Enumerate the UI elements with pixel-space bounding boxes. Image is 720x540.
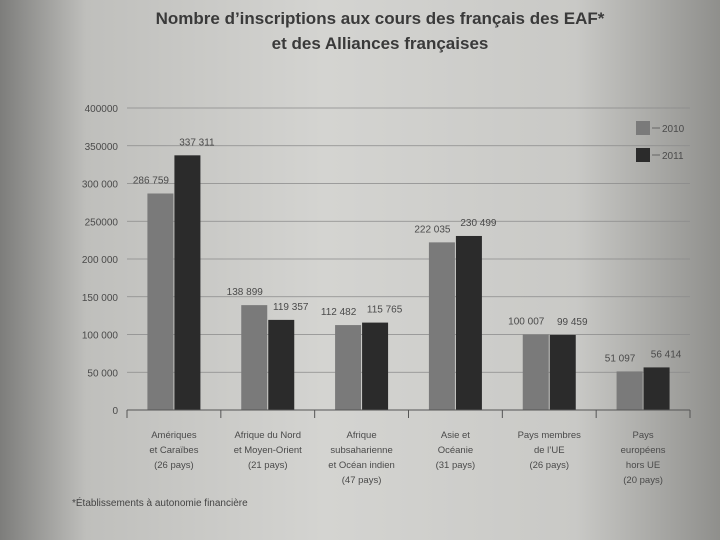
bar-2011-3	[362, 322, 389, 410]
legend: 2010 2011	[636, 121, 685, 162]
y-tick-label: 300 000	[82, 180, 119, 191]
chart-title-line-2: et des Alliances françaises	[271, 34, 489, 53]
data-labels: 286 759 138 899 112 482 222 035 100 007 51 09…	[133, 137, 682, 364]
x-category-label: Afrique du Nord et Moyen-Orient (21 pays)	[234, 430, 302, 471]
bar-2010-4	[428, 242, 455, 410]
y-tick-label: 350000	[85, 142, 119, 153]
y-tick-label: 50 000	[87, 368, 118, 379]
data-label-2010: 222 035	[414, 224, 451, 235]
legend-swatch-2010	[636, 121, 650, 135]
footnote: *Établissements à autonomie financière	[72, 498, 248, 509]
data-label-2011: 99 459	[557, 317, 588, 328]
axes: 0 50 000 100 000 150 000 200 000 250000 300 00…	[82, 104, 691, 486]
data-label-2010: 138 899	[227, 287, 264, 298]
bar-2011-1	[174, 155, 201, 410]
legend-swatch-2011	[636, 148, 650, 162]
data-label-2010: 100 007	[508, 316, 545, 327]
y-tick-label: 150 000	[82, 293, 119, 304]
data-label-2010: 286 759	[133, 175, 170, 186]
x-category-label: Amériques et Caraïbes (26 pays)	[149, 430, 198, 471]
data-label-2010: 112 482	[321, 307, 357, 318]
x-category-label: Afrique subsaharienne et Océan indien (47 p…	[328, 430, 395, 486]
bar-2010-5	[522, 334, 549, 410]
bar-2010-3	[335, 325, 362, 410]
bar-2011-6	[643, 367, 670, 410]
x-category-label: Asie et Océanie (31 pays)	[436, 430, 476, 471]
gridlines	[127, 107, 690, 373]
bar-2011-5	[549, 334, 576, 410]
bar-2010-2	[241, 305, 268, 410]
legend-label-2011: 2011	[662, 151, 684, 162]
data-label-2011: 119 357	[273, 302, 309, 313]
y-tick-label: 100 000	[82, 331, 119, 342]
data-label-2011: 230 499	[460, 218, 497, 229]
data-label-2010: 51 097	[605, 353, 636, 364]
data-label-2011: 337 311	[179, 137, 215, 148]
y-tick-label: 400000	[85, 104, 119, 115]
legend-label-2010: 2010	[662, 124, 685, 135]
bar-2011-4	[455, 235, 482, 410]
data-label-2011: 115 765	[367, 305, 403, 316]
x-category-label: Pays membres de l’UE (26 pays)	[518, 430, 582, 471]
data-label-2011: 56 414	[651, 349, 682, 360]
y-tick-label: 250000	[85, 217, 119, 228]
y-tick-label: 0	[112, 406, 118, 417]
x-category-label: Pays européens hors UE (20 pays)	[621, 430, 666, 486]
bars	[147, 155, 670, 410]
bar-2011-2	[268, 319, 295, 410]
chart-title: Nombre d’inscriptions aux cours des fran…	[0, 6, 720, 56]
bar-2010-6	[616, 371, 643, 410]
y-tick-label: 200 000	[82, 255, 119, 266]
chart-title-line-1: Nombre d’inscriptions aux cours des fran…	[155, 9, 605, 28]
bar-2010-1	[147, 193, 174, 410]
